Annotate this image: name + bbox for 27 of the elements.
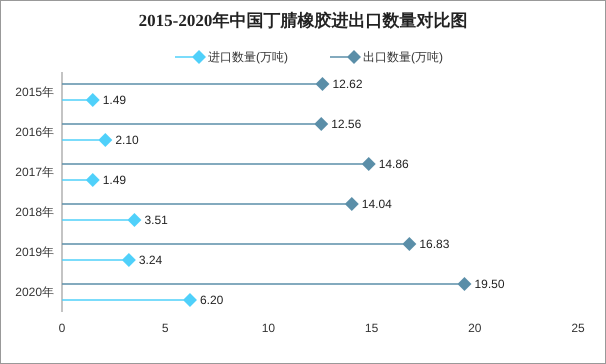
y-tick-label: 2016年 — [15, 125, 54, 139]
data-label: 3.24 — [138, 253, 163, 267]
x-tick-label: 25 — [571, 321, 585, 335]
x-tick-label: 5 — [162, 321, 169, 335]
data-label: 12.56 — [331, 117, 362, 131]
y-tick-label: 2017年 — [15, 165, 54, 179]
data-label: 14.04 — [362, 197, 392, 211]
legend-label: 出口数量(万吨) — [363, 50, 443, 64]
data-label: 12.62 — [332, 77, 363, 91]
data-label: 3.51 — [144, 213, 168, 227]
data-label: 16.83 — [419, 237, 450, 251]
x-tick-label: 15 — [364, 321, 379, 335]
chart-title: 2015-2020年中国丁腈橡胶进出口数量对比图 — [138, 11, 468, 30]
data-label: 1.49 — [102, 173, 126, 187]
y-tick-label: 2018年 — [15, 205, 54, 219]
legend-label: 进口数量(万吨) — [208, 50, 288, 64]
data-label: 14.86 — [378, 157, 410, 171]
y-tick-label: 2019年 — [15, 245, 54, 259]
y-tick-label: 2020年 — [15, 285, 54, 299]
x-tick-label: 20 — [468, 321, 482, 335]
data-label: 6.20 — [200, 293, 224, 307]
data-label: 2.10 — [115, 133, 140, 147]
data-label: 1.49 — [102, 93, 126, 107]
x-tick-label: 0 — [58, 321, 66, 335]
y-tick-label: 2015年 — [15, 85, 54, 99]
x-tick-label: 10 — [262, 321, 276, 335]
data-label: 19.50 — [474, 277, 505, 291]
